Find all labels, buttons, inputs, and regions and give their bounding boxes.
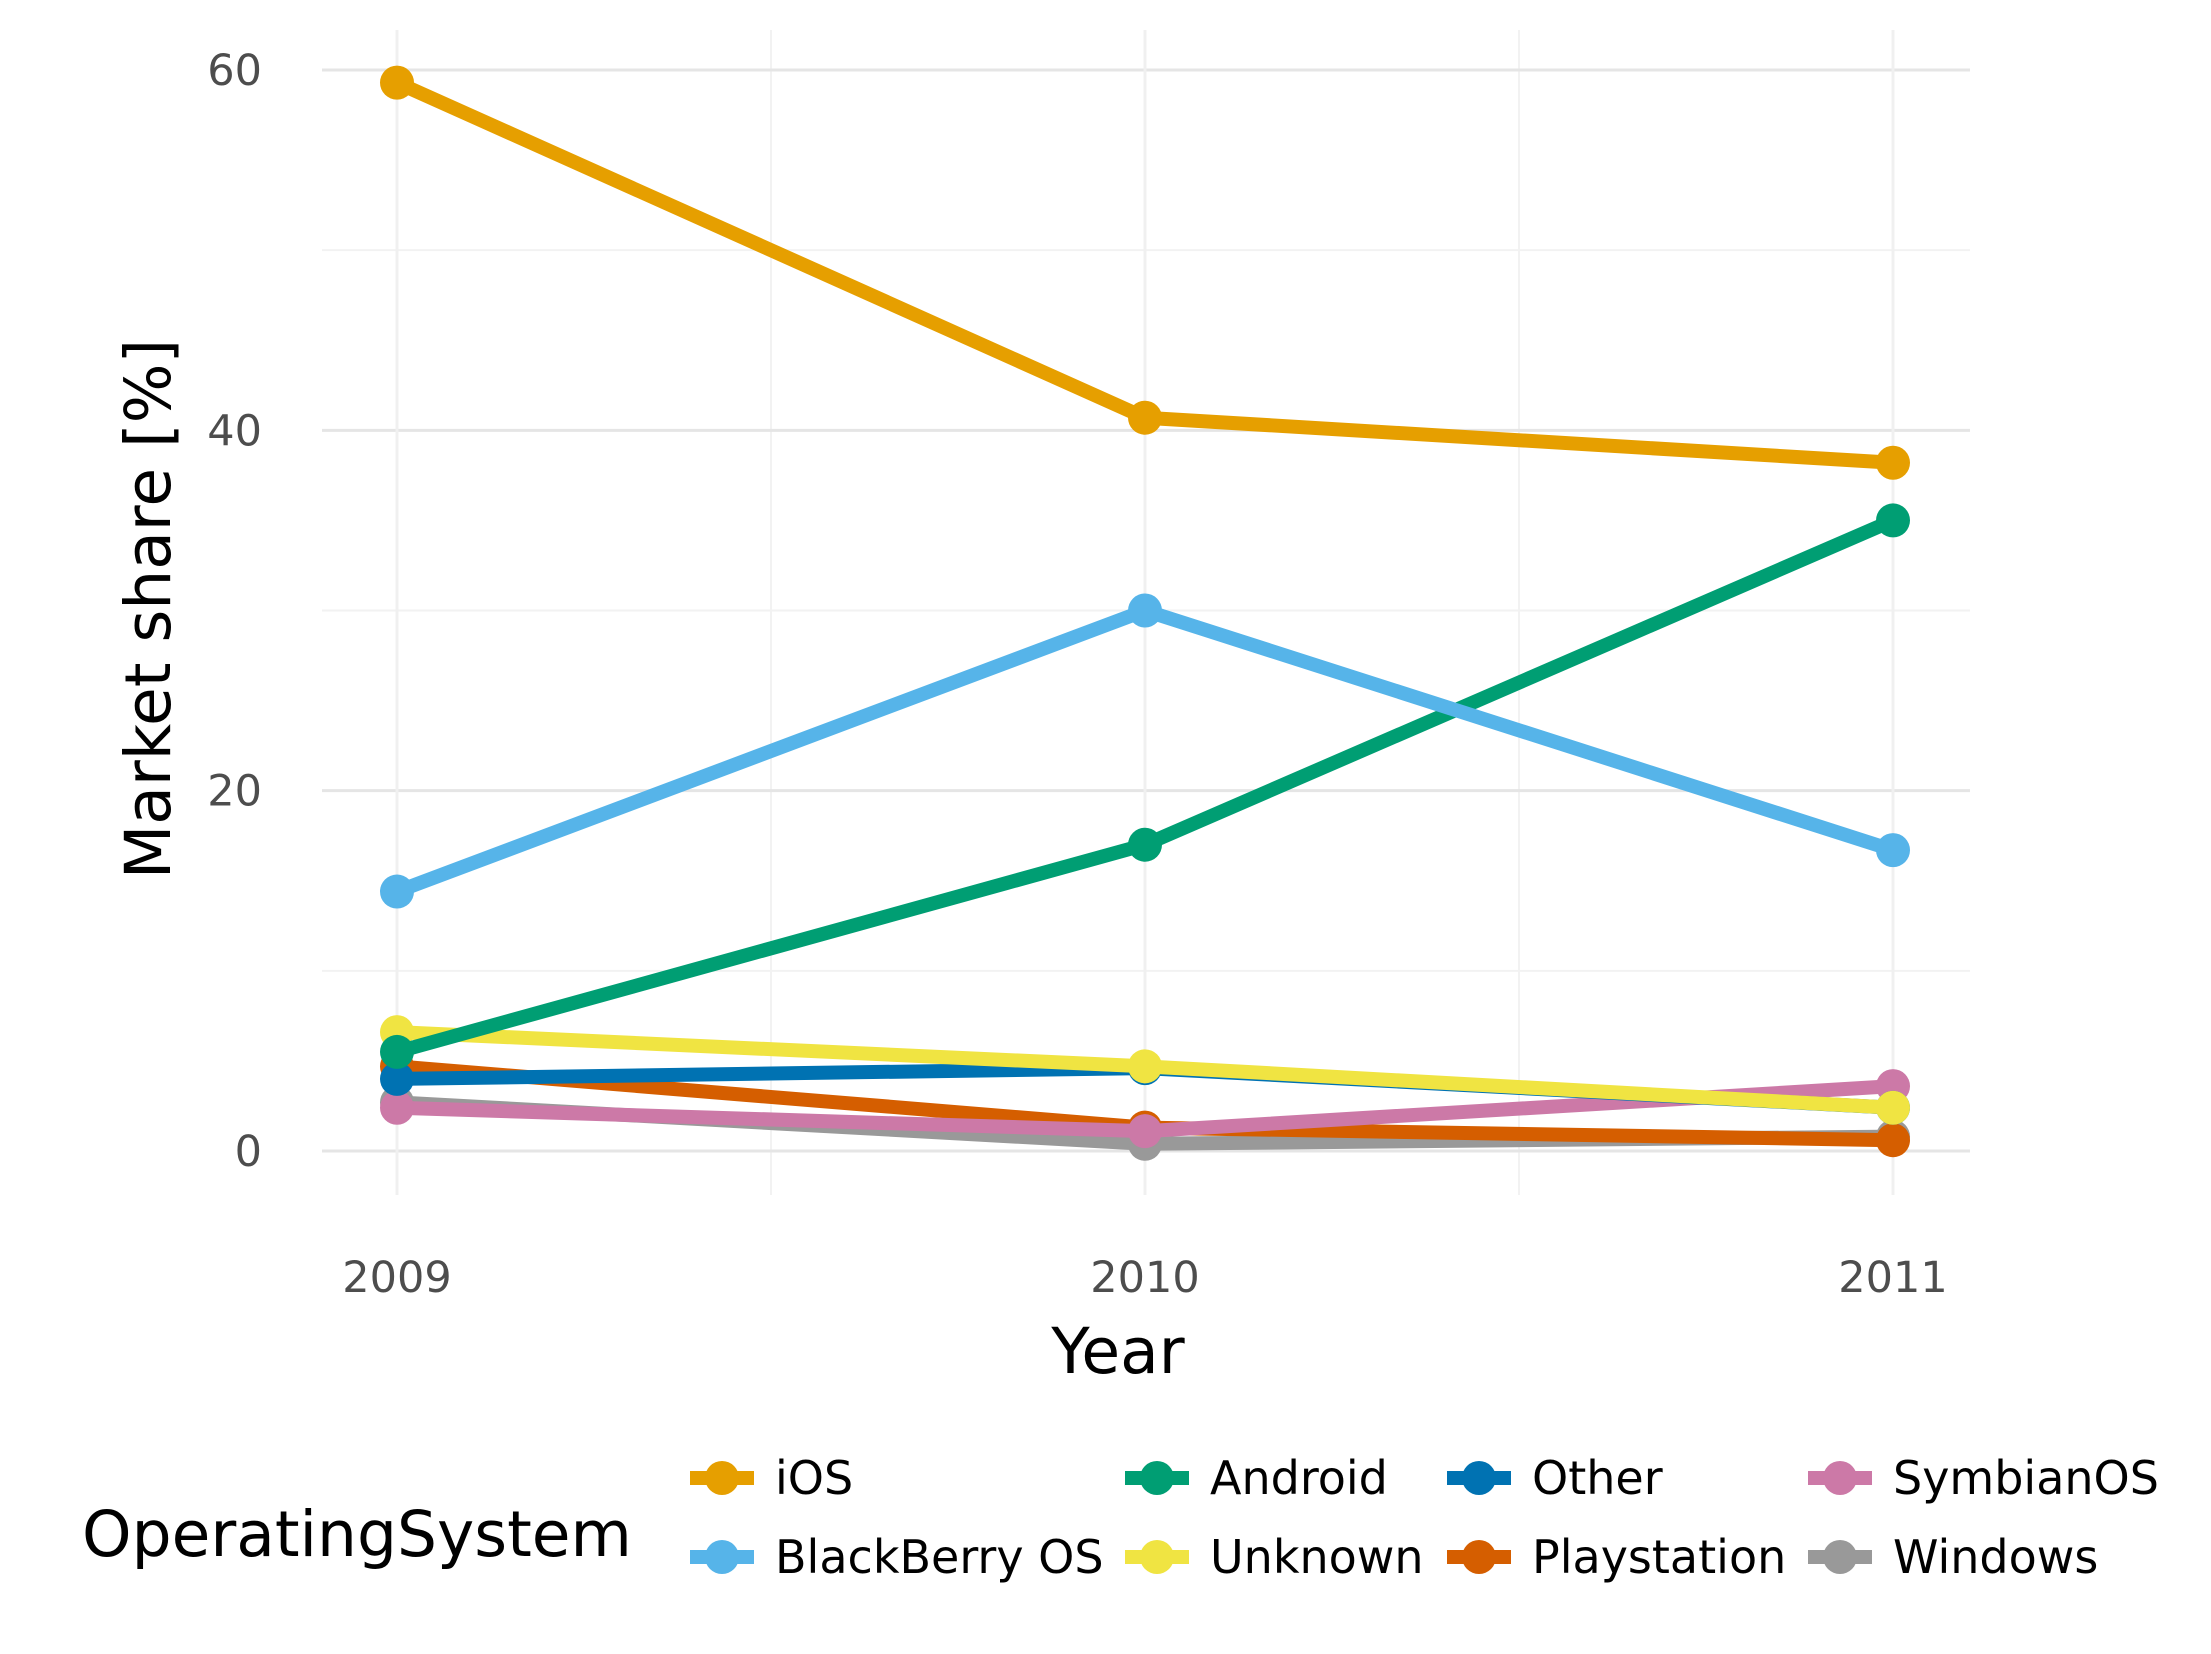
x-tick-label: 2011 [1838,1253,1947,1303]
legend-key-point [705,1461,739,1495]
legend-item-unknown: Unknown [1125,1530,1424,1584]
legend-label: Other [1532,1451,1663,1505]
legend-label: Unknown [1210,1530,1424,1584]
data-point [1876,503,1910,538]
data-point [1128,400,1162,435]
legend-label: Windows [1893,1530,2098,1584]
x-tick-label: 2010 [1090,1253,1199,1303]
data-point [1876,1123,1910,1158]
legend-key-point [1140,1540,1174,1574]
data-point [1128,1049,1162,1084]
series-unknown [380,1015,1910,1125]
legend-key-point [1823,1461,1857,1495]
legend-key-point [705,1540,739,1574]
y-axis-ticks: 0 20 40 60 [207,46,262,1177]
legend-label: SymbianOS [1893,1451,2159,1505]
legend-item-ios: iOS [690,1451,853,1505]
y-tick-label: 20 [207,767,262,817]
x-axis-title: Year [1050,1315,1184,1388]
x-tick-label: 2009 [342,1253,451,1303]
data-point [380,874,414,909]
series-lines [380,65,1910,1161]
x-axis-ticks: 2009 2010 2011 [342,1253,1947,1303]
legend-item-other: Other [1447,1451,1663,1505]
legend-title: OperatingSystem [82,1498,632,1571]
legend-key-point [1462,1461,1496,1495]
data-point [1128,593,1162,628]
legend-item-playstation: Playstation [1447,1530,1786,1584]
y-tick-label: 40 [207,406,262,456]
legend-label: Playstation [1532,1530,1786,1584]
y-tick-label: 60 [207,46,262,96]
legend: OperatingSystem iOS BlackBerry OS Android U… [82,1451,2159,1584]
legend-item-blackberry-os: BlackBerry OS [690,1530,1104,1584]
data-point [380,1034,414,1069]
data-point [1876,833,1910,868]
data-point [1128,827,1162,862]
data-point [1876,445,1910,480]
series-android [380,503,1910,1069]
data-point [1128,1114,1162,1149]
legend-key-point [1462,1540,1496,1574]
data-point [380,65,414,100]
legend-label: Android [1210,1451,1388,1505]
legend-label: BlackBerry OS [775,1530,1104,1584]
legend-item-android: Android [1125,1451,1388,1505]
legend-key-point [1140,1461,1174,1495]
y-axis-title: Market share [%] [112,339,185,879]
y-tick-label: 0 [235,1127,262,1177]
series-blackberry-os [380,593,1910,909]
series-ios [380,65,1910,480]
data-point [380,1090,414,1125]
data-point [1876,1090,1910,1125]
legend-key-point [1823,1540,1857,1574]
legend-item-symbianos: SymbianOS [1808,1451,2159,1505]
legend-items: iOS BlackBerry OS Android Unknown Other Plays… [690,1451,2159,1584]
legend-label: iOS [775,1451,853,1505]
legend-item-windows: Windows [1808,1530,2098,1584]
data-point [380,1061,414,1096]
